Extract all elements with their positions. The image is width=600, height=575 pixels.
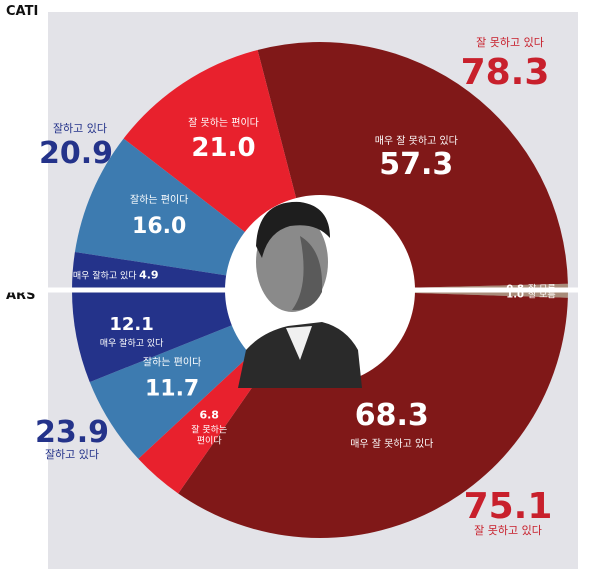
portrait-shadow (292, 236, 323, 311)
bottom-negative-label-line-1: 편이다 (197, 434, 223, 446)
top-very-positive-label: 매우 잘하고 있다 (73, 270, 137, 282)
section-label-cati: CATI (6, 4, 39, 19)
top-very-positive-value: 4.9 (139, 269, 159, 282)
bottom-slice-very-negative (178, 290, 568, 538)
top-total-positive-label: 잘하고 있다 (53, 121, 107, 135)
bottom-total-positive-value: 23.9 (35, 415, 109, 450)
bottom-unknown-label: 잘 모름 (528, 288, 556, 300)
image-credit (570, 390, 578, 470)
top-unknown-label: 잘 모름 (528, 282, 556, 294)
bottom-negative-label-line-0: 잘 못하는 (191, 423, 227, 435)
bottom-total-negative-label: 잘 못하고 있다 (474, 523, 542, 537)
portrait-illustration (238, 201, 362, 388)
bottom-unknown-value: 1.0 (506, 289, 524, 300)
top-very-negative-label: 매우 잘 못하고 있다 (375, 134, 458, 147)
top-positive-value: 16.0 (132, 214, 186, 239)
top-total-negative-value: 78.3 (461, 52, 550, 93)
bottom-positive-value: 11.7 (145, 377, 199, 402)
top-negative-value: 21.0 (191, 133, 255, 163)
top-total-negative-label: 잘 못하고 있다 (476, 35, 544, 49)
top-total-positive-value: 20.9 (39, 136, 113, 171)
bottom-very-negative-label: 매우 잘 못하고 있다 (350, 437, 433, 450)
bottom-very-negative-value: 68.3 (355, 398, 429, 433)
bottom-very-positive-label: 매우 잘하고 있다 (100, 337, 164, 349)
top-very-negative-value: 57.3 (379, 147, 453, 182)
bottom-total-negative-value: 75.1 (464, 486, 553, 527)
bottom-total-positive-label: 잘하고 있다 (45, 447, 99, 461)
top-positive-label: 잘하는 편이다 (130, 193, 188, 206)
top-unknown-value: 0.8 (506, 283, 524, 294)
top-negative-label: 잘 못하는 편이다 (188, 116, 259, 129)
bottom-very-positive-value: 12.1 (109, 314, 153, 335)
portrait-hair (256, 201, 330, 258)
bottom-negative-value: 6.8 (199, 408, 219, 421)
bottom-positive-label: 잘하는 편이다 (143, 356, 201, 369)
portrait-collar (286, 326, 312, 360)
